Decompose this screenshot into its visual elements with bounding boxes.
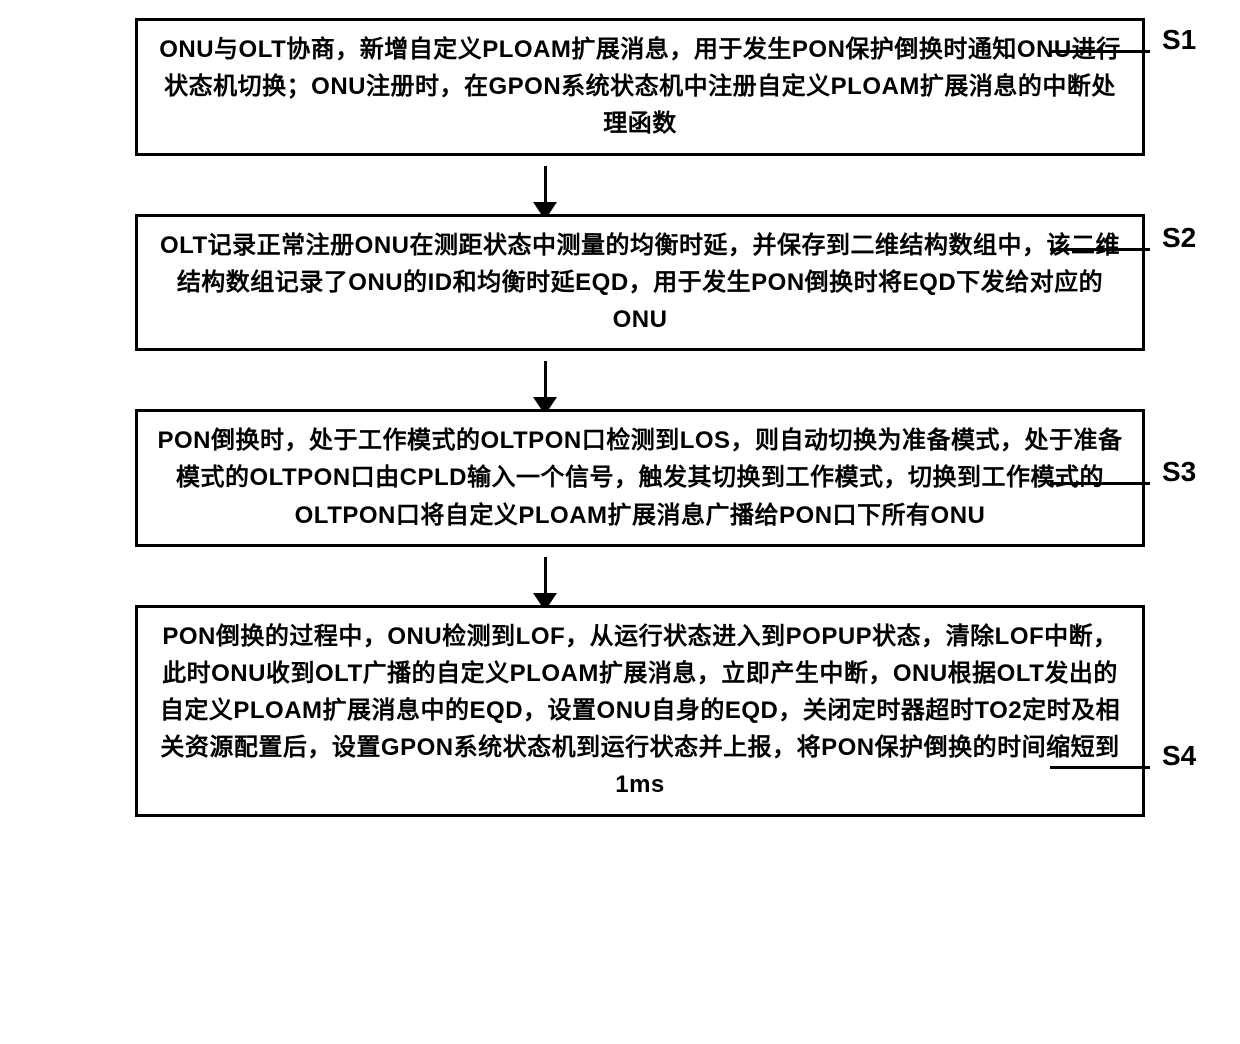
label-text: S4 xyxy=(1162,740,1196,771)
label-text: S1 xyxy=(1162,24,1196,55)
step-row: OLT记录正常注册ONU在测距状态中测量的均衡时延，并保存到二维结构数组中，该二… xyxy=(0,214,1240,352)
step-row: PON倒换时，处于工作模式的OLTPON口检测到LOS，则自动切换为准备模式，处… xyxy=(0,409,1240,547)
arrow-container xyxy=(40,351,1050,409)
step-text: PON倒换时，处于工作模式的OLTPON口检测到LOS，则自动切换为准备模式，处… xyxy=(157,427,1122,528)
arrow-container xyxy=(40,156,1050,214)
arrow-icon xyxy=(544,361,547,399)
step-label-s4: S4 xyxy=(1162,740,1196,772)
label-line-s2 xyxy=(1050,248,1150,251)
step-row: PON倒换的过程中，ONU检测到LOF，从运行状态进入到POPUP状态，清除LO… xyxy=(0,605,1240,817)
step-label-s2: S2 xyxy=(1162,222,1196,254)
step-text: OLT记录正常注册ONU在测距状态中测量的均衡时延，并保存到二维结构数组中，该二… xyxy=(160,232,1120,333)
step-box-s3: PON倒换时，处于工作模式的OLTPON口检测到LOS，则自动切换为准备模式，处… xyxy=(135,409,1145,547)
flowchart-container: ONU与OLT协商，新增自定义PLOAM扩展消息，用于发生PON保护倒换时通知O… xyxy=(0,0,1240,1044)
step-box-s2: OLT记录正常注册ONU在测距状态中测量的均衡时延，并保存到二维结构数组中，该二… xyxy=(135,214,1145,352)
step-box-s4: PON倒换的过程中，ONU检测到LOF，从运行状态进入到POPUP状态，清除LO… xyxy=(135,605,1145,817)
arrow-icon xyxy=(544,166,547,204)
arrow-container xyxy=(40,547,1050,605)
step-label-s1: S1 xyxy=(1162,24,1196,56)
step-box-s1: ONU与OLT协商，新增自定义PLOAM扩展消息，用于发生PON保护倒换时通知O… xyxy=(135,18,1145,156)
step-row: ONU与OLT协商，新增自定义PLOAM扩展消息，用于发生PON保护倒换时通知O… xyxy=(0,18,1240,156)
step-text: PON倒换的过程中，ONU检测到LOF，从运行状态进入到POPUP状态，清除LO… xyxy=(160,623,1120,799)
label-line-s1 xyxy=(1050,50,1150,53)
label-line-s3 xyxy=(1050,482,1150,485)
label-text: S2 xyxy=(1162,222,1196,253)
label-line-s4 xyxy=(1050,766,1150,769)
label-text: S3 xyxy=(1162,456,1196,487)
arrow-icon xyxy=(544,557,547,595)
step-label-s3: S3 xyxy=(1162,456,1196,488)
step-text: ONU与OLT协商，新增自定义PLOAM扩展消息，用于发生PON保护倒换时通知O… xyxy=(159,36,1121,137)
